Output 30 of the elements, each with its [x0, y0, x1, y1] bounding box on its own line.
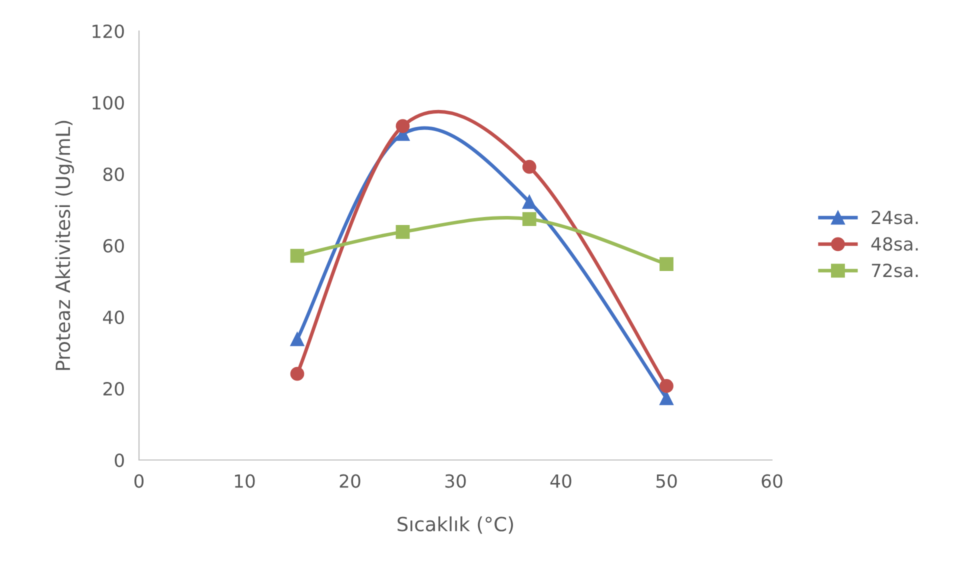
legend-label: 48sa.: [871, 237, 918, 251]
y-tick-label: 120: [92, 24, 124, 38]
point: [290, 332, 304, 346]
y-tick-label: 60: [103, 238, 124, 253]
y-tick-label: 80: [103, 167, 124, 182]
y-tick-label: 40: [103, 310, 124, 324]
point: [660, 379, 674, 393]
point: [522, 194, 536, 209]
x-tick-label: 10: [234, 474, 255, 488]
point: [522, 212, 536, 226]
point: [290, 248, 304, 263]
y-tick-label: 0: [114, 453, 124, 468]
y-axis-title: Proteaz Aktivitesi (Ug/mL): [55, 120, 74, 370]
legend-label: 72sa.: [872, 264, 918, 278]
point: [660, 391, 674, 406]
x-tick-label: 40: [550, 474, 572, 488]
point: [396, 224, 410, 239]
point: [660, 257, 674, 272]
y-tick-label: 100: [92, 96, 124, 110]
legend-label: 24sa.: [872, 210, 918, 224]
y-tick-label: 20: [103, 382, 124, 396]
point: [396, 119, 410, 134]
x-axis-title: Sıcaklık (°C): [398, 516, 513, 534]
point: [290, 366, 304, 381]
x-tick-label: 20: [340, 474, 360, 488]
point: [522, 160, 536, 174]
x-tick-label: 50: [656, 474, 677, 488]
x-tick-label: 30: [445, 474, 466, 488]
x-tick-label: 60: [762, 474, 782, 488]
x-tick-label: 0: [134, 474, 144, 488]
